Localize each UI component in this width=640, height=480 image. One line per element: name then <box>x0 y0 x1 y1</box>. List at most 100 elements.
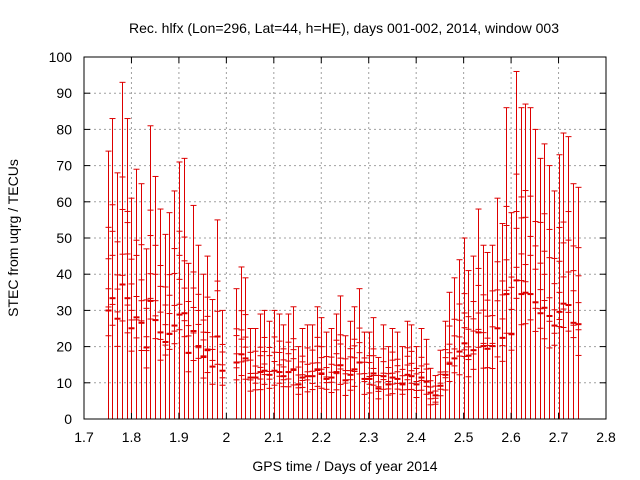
error-bar <box>484 251 491 419</box>
error-bar <box>152 175 159 419</box>
error-bar <box>532 128 539 419</box>
error-bar <box>399 346 406 419</box>
y-tick-label: 30 <box>56 302 72 318</box>
y-tick-label: 100 <box>49 49 73 65</box>
error-bar <box>200 273 207 419</box>
error-bar <box>518 107 525 419</box>
x-tick-label: 2.2 <box>312 429 332 445</box>
error-bar <box>304 324 311 419</box>
error-bar <box>333 313 340 419</box>
x-tick-label: 2.5 <box>454 429 474 445</box>
x-axis-ticks: 1.7 1.8 1.9 2 2.1 2.2 2.3 2.4 2.5 2.6 2.7 2.8 <box>74 57 616 445</box>
error-bar <box>242 277 249 419</box>
y-tick-label: 50 <box>56 230 72 246</box>
error-bar <box>413 346 420 419</box>
error-bar <box>541 143 548 419</box>
x-tick-label: 2.7 <box>549 429 569 445</box>
y-tick-label: 80 <box>56 121 72 137</box>
x-tick-label: 1.7 <box>74 429 94 445</box>
error-bars <box>105 70 582 419</box>
y-axis-label: STEC from uqrg / TECUs <box>5 159 21 317</box>
error-bar <box>499 223 506 419</box>
error-bar <box>380 324 387 419</box>
error-bar <box>418 328 425 419</box>
error-bar <box>404 320 411 419</box>
error-bar <box>494 197 501 419</box>
error-bar <box>442 320 449 419</box>
error-bar <box>456 259 463 419</box>
error-bar <box>446 291 453 419</box>
error-bar <box>537 157 544 419</box>
error-bar <box>176 161 183 419</box>
error-bar <box>295 346 302 419</box>
error-bar <box>181 157 188 419</box>
error-bar <box>560 132 567 419</box>
error-bar <box>261 309 268 419</box>
error-bar <box>347 320 354 419</box>
x-axis-label: GPS time / Days of year 2014 <box>252 458 437 474</box>
error-bar <box>575 186 582 419</box>
error-bar <box>214 219 221 419</box>
error-bar <box>423 338 430 419</box>
error-bar <box>314 306 321 419</box>
y-tick-label: 60 <box>56 194 72 210</box>
error-bar <box>119 81 126 419</box>
error-bar <box>465 270 472 419</box>
y-tick-label: 20 <box>56 339 72 355</box>
error-bar <box>370 317 377 419</box>
error-bar <box>408 324 415 419</box>
error-bar <box>389 328 396 419</box>
error-bar <box>124 118 131 419</box>
error-bar <box>219 309 226 419</box>
error-bar <box>252 328 259 419</box>
x-tick-label: 2.3 <box>359 429 379 445</box>
error-bar <box>503 107 510 419</box>
error-bar <box>375 356 382 419</box>
error-bar <box>480 244 487 419</box>
error-bar <box>133 168 140 419</box>
error-bar <box>570 183 577 419</box>
error-bar <box>342 335 349 419</box>
error-bar <box>366 331 373 419</box>
grid-lines <box>84 57 606 419</box>
error-bar <box>190 204 197 419</box>
error-bar <box>361 331 368 419</box>
error-bar <box>233 288 240 419</box>
error-bar <box>105 150 112 419</box>
error-bar <box>209 299 216 419</box>
error-bar <box>318 317 325 419</box>
error-bar <box>522 103 529 419</box>
error-bar <box>475 208 482 419</box>
error-bar <box>356 288 363 419</box>
x-tick-label: 2.4 <box>406 429 426 445</box>
y-tick-label: 0 <box>64 411 72 427</box>
error-bar <box>166 212 173 419</box>
error-bar <box>527 107 534 419</box>
y-tick-label: 10 <box>56 375 72 391</box>
error-bar <box>147 125 154 419</box>
error-bar <box>157 208 164 419</box>
error-bar <box>427 367 434 419</box>
y-axis-ticks: 0 10 20 30 40 50 60 70 80 90 100 <box>49 49 606 427</box>
error-bar <box>285 313 292 419</box>
chart-title: Rec. hlfx (Lon=296, Lat=44, h=HE), days … <box>129 20 559 36</box>
x-tick-label: 2.8 <box>596 429 616 445</box>
y-tick-label: 70 <box>56 158 72 174</box>
error-bar <box>432 375 439 419</box>
error-bar <box>195 244 202 419</box>
error-bar <box>238 266 245 419</box>
error-bar <box>461 237 468 419</box>
error-bar <box>299 328 306 419</box>
error-bar <box>171 190 178 419</box>
y-tick-label: 90 <box>56 85 72 101</box>
error-bar <box>128 197 135 419</box>
error-bar <box>508 212 515 419</box>
x-tick-label: 2.1 <box>264 429 284 445</box>
error-bar <box>513 70 520 419</box>
error-bar <box>556 154 563 419</box>
error-bar <box>323 331 330 419</box>
error-bar <box>565 136 572 419</box>
error-bar <box>546 165 553 419</box>
error-bar <box>489 244 496 419</box>
